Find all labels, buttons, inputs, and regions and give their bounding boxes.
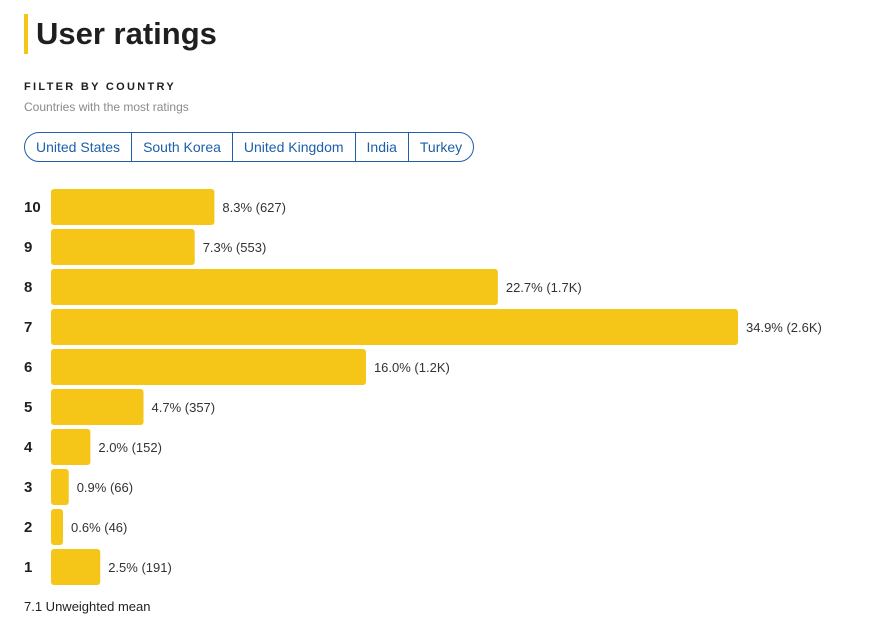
- country-chip-south-korea[interactable]: South Korea: [132, 133, 233, 161]
- category-label: 5: [24, 399, 32, 416]
- data-label: 4.7% (357): [152, 400, 216, 415]
- data-label: 22.7% (1.7K): [506, 280, 582, 295]
- filter-subtitle: Countries with the most ratings: [24, 100, 189, 114]
- category-label: 7: [24, 319, 32, 336]
- bar-rating-10: [51, 189, 215, 225]
- bar-rating-8: [51, 269, 498, 305]
- country-chip-united-kingdom[interactable]: United Kingdom: [233, 133, 356, 161]
- unweighted-mean: 7.1 Unweighted mean: [24, 599, 151, 614]
- bar-rating-9: [51, 229, 195, 265]
- country-chip-turkey[interactable]: Turkey: [419, 139, 463, 155]
- bar-rating-7: [51, 309, 738, 345]
- data-label: 0.6% (46): [71, 520, 127, 535]
- category-label: 10: [24, 199, 41, 216]
- country-chip-india[interactable]: India: [356, 133, 409, 161]
- data-label: 34.9% (2.6K): [746, 320, 822, 335]
- data-label: 2.5% (191): [108, 560, 172, 575]
- bar-rating-1: [51, 549, 101, 585]
- bar-rating-5: [51, 389, 144, 425]
- data-label: 16.0% (1.2K): [374, 360, 450, 375]
- data-label: 8.3% (627): [222, 200, 286, 215]
- bar-rating-3: [51, 469, 69, 505]
- page-title: User ratings: [24, 14, 217, 54]
- bar-rating-2: [51, 509, 63, 545]
- data-label: 7.3% (553): [203, 240, 267, 255]
- country-filter: United States South Korea United Kingdom…: [24, 132, 475, 162]
- filter-label: FILTER BY COUNTRY: [24, 81, 176, 93]
- category-label: 3: [24, 479, 32, 496]
- category-label: 2: [24, 519, 32, 536]
- category-label: 9: [24, 239, 32, 256]
- category-label: 1: [24, 559, 32, 576]
- bar-rating-6: [51, 349, 366, 385]
- data-label: 2.0% (152): [98, 440, 162, 455]
- category-label: 8: [24, 279, 32, 296]
- category-label: 4: [24, 439, 33, 456]
- country-chip-united-states[interactable]: United States: [25, 133, 133, 161]
- category-label: 6: [24, 359, 32, 376]
- bar-rating-4: [51, 429, 91, 465]
- data-label: 0.9% (66): [77, 480, 133, 495]
